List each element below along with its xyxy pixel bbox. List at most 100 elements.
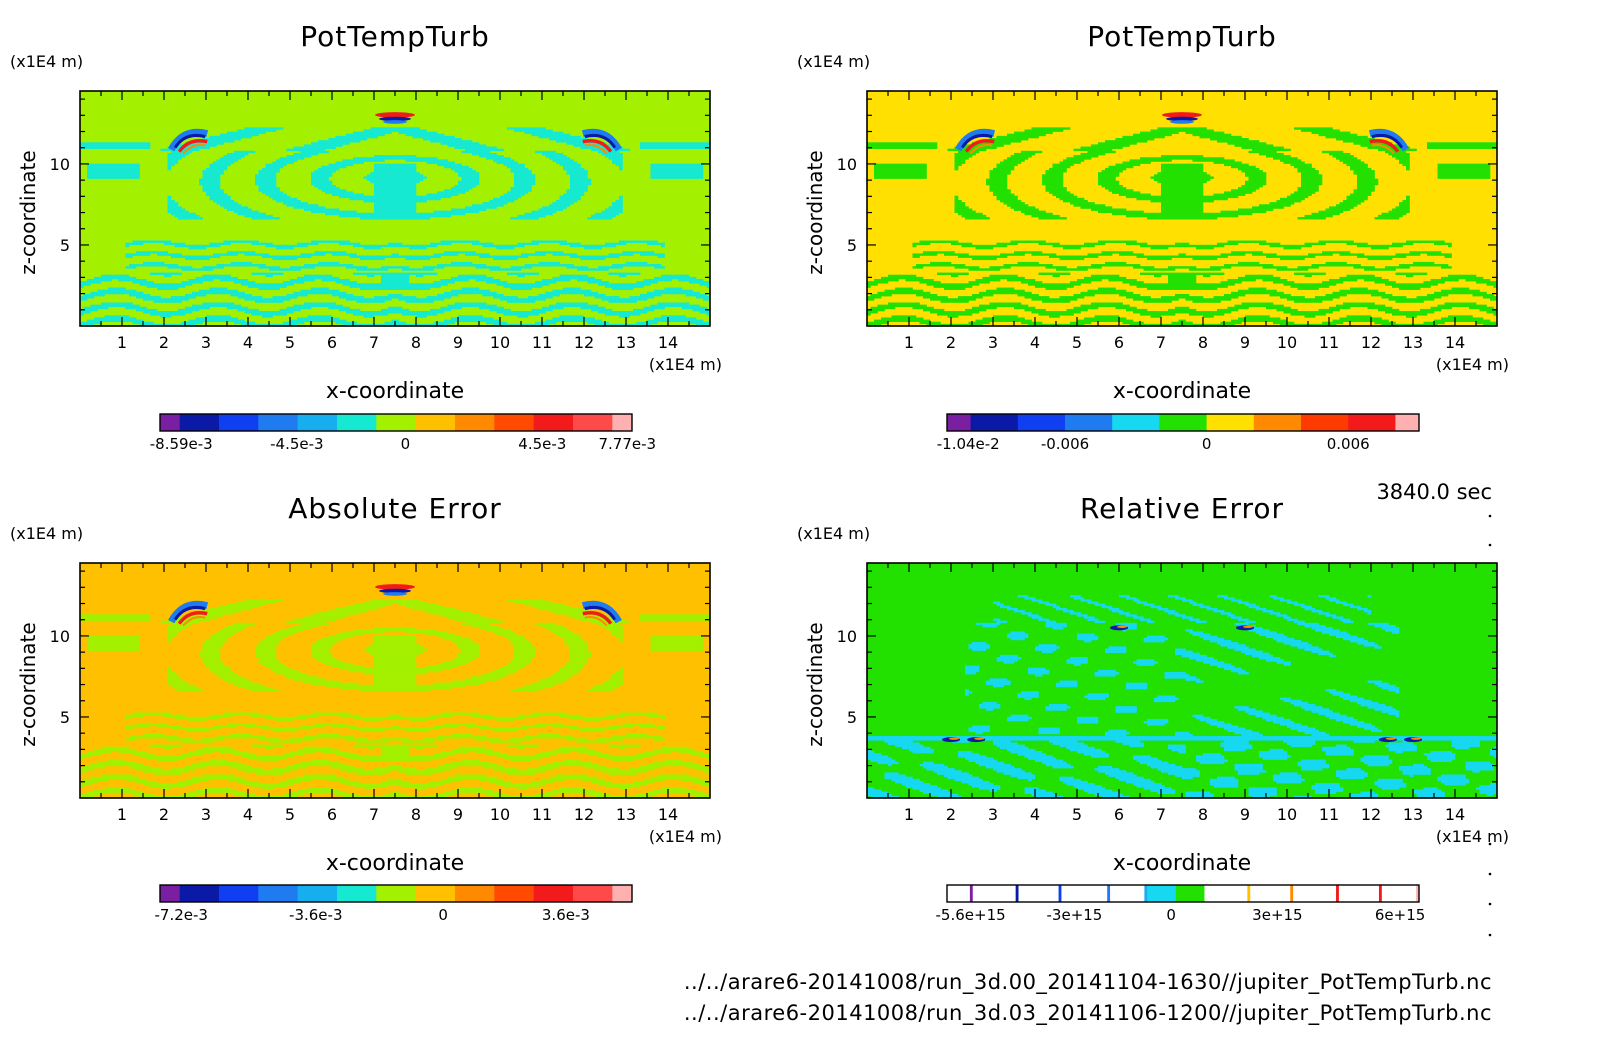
colorbar-tick-label: 3.6e-3 <box>542 906 590 924</box>
colorbar-segment <box>972 885 1017 902</box>
x-tick-label: 12 <box>1361 333 1381 352</box>
vortex-feature <box>1404 737 1422 743</box>
x-tick-label: 4 <box>1030 333 1040 352</box>
x-tick-label: 2 <box>946 333 956 352</box>
x-tick-label: 4 <box>1030 805 1040 824</box>
colorbar-tick-label: -3.6e-3 <box>289 906 342 924</box>
panel-4: Relative Error(x1E4 m)1 2 3 4 5 6 7 8 9 10 11 12 13 1… <box>797 492 1509 924</box>
x-tick-label: 13 <box>616 805 636 824</box>
colorbar-tick-label: -4.5e-3 <box>270 435 323 453</box>
colorbar-frame <box>946 884 1420 903</box>
x-tick-label: 1 <box>117 333 127 352</box>
plot-title: PotTempTurb <box>1087 20 1277 53</box>
x-axis-label: x-coordinate <box>326 379 464 404</box>
x-tick-label: 5 <box>1072 333 1082 352</box>
y-unit-label: (x1E4 m) <box>10 524 83 543</box>
x-tick-label: 4 <box>243 805 253 824</box>
colorbar-tick-label: -7.2e-3 <box>155 906 208 924</box>
vortex-feature <box>581 128 622 155</box>
x-tick-label: 6 <box>327 333 337 352</box>
x-tick-label: 9 <box>1240 333 1250 352</box>
x-unit-label: (x1E4 m) <box>649 355 722 374</box>
vortex-feature <box>1110 625 1128 631</box>
vortex-feature <box>168 600 209 627</box>
colorbar-segment <box>1065 414 1113 431</box>
y-tick-label: 5 <box>60 708 70 727</box>
y-axis-label: z-coordinate <box>803 150 827 274</box>
colorbar-tick-label: -5.6e+15 <box>936 906 1006 924</box>
colorbar-segment <box>1204 885 1248 902</box>
colorbar-tick-label: 3e+15 <box>1252 906 1302 924</box>
colorbar-tick-label: 0 <box>1202 435 1212 453</box>
vortex-feature <box>1236 625 1254 631</box>
colorbar-segment <box>1107 885 1111 902</box>
colorbar-frame <box>946 413 1420 432</box>
colorbar-segment <box>1015 885 1019 902</box>
y-tick-label: 10 <box>50 627 70 646</box>
panel-3: Absolute Error(x1E4 m)1 2 3 4 5 6 7 8 9 10 11 12 13 1… <box>10 492 722 924</box>
x-tick-label: 7 <box>369 333 379 352</box>
heatmap-field <box>80 563 710 798</box>
x-tick-label: 14 <box>658 333 678 352</box>
dot-marker <box>1488 842 1492 846</box>
colorbar: -8.59e-3 -4.5e-3 0 4.5e-3 7.77e-3 <box>150 413 656 453</box>
colorbar-tick-label: 6e+15 <box>1375 906 1425 924</box>
y-tick-label: 5 <box>847 708 857 727</box>
colorbar-tick-label: 0.006 <box>1327 435 1370 453</box>
vortex-feature <box>581 600 622 627</box>
colorbar-segment <box>533 414 574 431</box>
heatmap-field <box>867 563 1497 798</box>
y-unit-label: (x1E4 m) <box>10 52 83 71</box>
colorbar-tick-label: 0 <box>401 435 411 453</box>
dot-marker <box>1488 872 1492 876</box>
x-unit-label: (x1E4 m) <box>1436 355 1509 374</box>
heatmap-field <box>80 91 710 326</box>
x-tick-label: 10 <box>1277 333 1297 352</box>
x-tick-label: 3 <box>988 805 998 824</box>
x-tick-label: 5 <box>285 333 295 352</box>
x-tick-label: 6 <box>1114 333 1124 352</box>
colorbar-segment <box>1147 885 1177 902</box>
colorbar-segment <box>1416 885 1420 902</box>
colorbar-segment <box>1159 414 1207 431</box>
x-tick-label: 8 <box>411 333 421 352</box>
x-tick-label: 5 <box>1072 805 1082 824</box>
x-tick-label: 11 <box>1319 805 1339 824</box>
colorbar-segment <box>947 414 971 431</box>
dot-marker <box>1488 902 1492 906</box>
colorbar-segment <box>1338 885 1380 902</box>
colorbar-frame <box>159 413 633 432</box>
x-tick-label: 3 <box>988 333 998 352</box>
x-tick-label: 1 <box>904 333 914 352</box>
colorbar-segment <box>1301 414 1349 431</box>
colorbar-segment <box>337 885 377 902</box>
x-tick-label: 9 <box>1240 805 1250 824</box>
colorbar-tick-label: -1.04e-2 <box>937 435 1000 453</box>
dot-marker <box>1488 514 1492 518</box>
colorbar-segment <box>573 885 613 902</box>
x-tick-label: 12 <box>1361 805 1381 824</box>
x-tick-label: 7 <box>1156 805 1166 824</box>
colorbar-segment <box>494 885 535 902</box>
x-tick-label: 8 <box>411 805 421 824</box>
y-tick-label: 10 <box>50 155 70 174</box>
x-tick-label: 3 <box>201 333 211 352</box>
x-tick-label: 5 <box>285 805 295 824</box>
colorbar-tick-label: -3e+15 <box>1047 906 1103 924</box>
colorbar-segment <box>1293 885 1337 902</box>
colorbar-segment <box>415 885 456 902</box>
x-tick-label: 8 <box>1198 333 1208 352</box>
vortex-feature <box>955 128 996 155</box>
colorbar-segment <box>1061 885 1108 902</box>
x-tick-label: 10 <box>490 805 510 824</box>
x-tick-label: 12 <box>574 805 594 824</box>
vortex-feature <box>168 128 209 155</box>
y-unit-label: (x1E4 m) <box>797 524 870 543</box>
colorbar-segment <box>573 414 613 431</box>
colorbar-tick-label: -0.006 <box>1041 435 1089 453</box>
x-axis-label: x-coordinate <box>1113 379 1251 404</box>
colorbar-segment <box>179 885 220 902</box>
colorbar-tick-label: -8.59e-3 <box>150 435 213 453</box>
dot-marker <box>1488 543 1492 547</box>
